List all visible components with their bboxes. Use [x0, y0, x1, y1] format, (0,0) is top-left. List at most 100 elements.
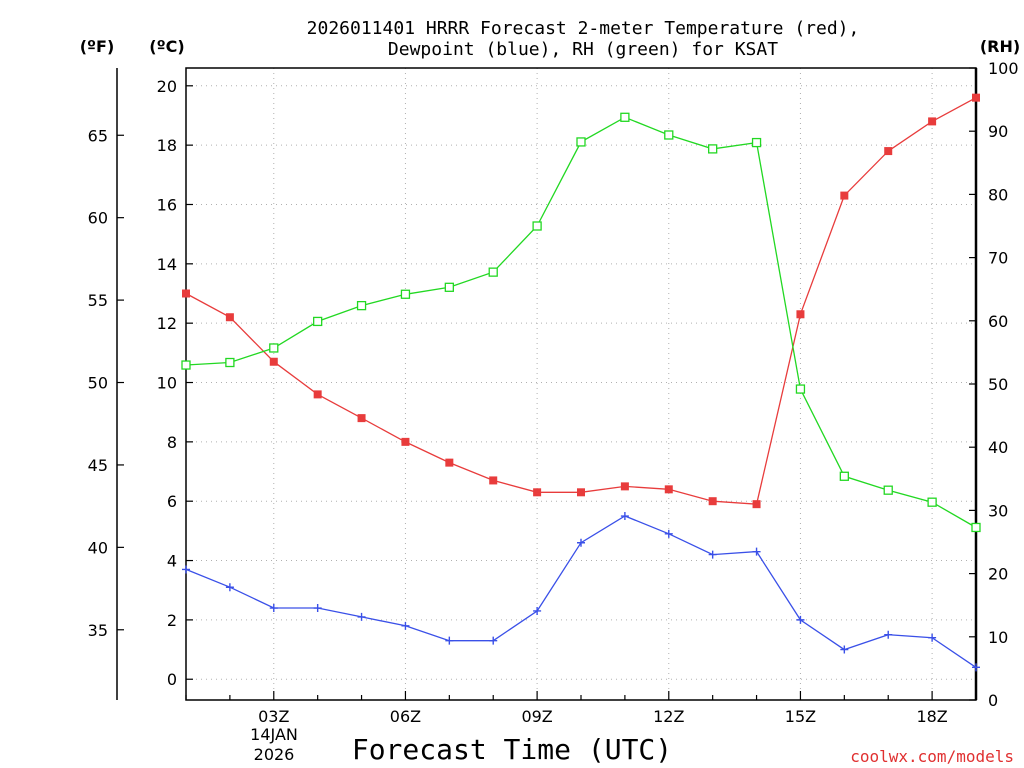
date-year-label: 2026	[254, 745, 295, 764]
data-point	[664, 529, 673, 538]
data-point	[927, 497, 937, 507]
data-point	[971, 522, 981, 533]
rh-unit-label: (RH)	[980, 37, 1020, 56]
fahrenheit-tick-label: 60	[88, 209, 108, 228]
data-point	[708, 550, 717, 559]
data-point	[577, 488, 585, 497]
fahrenheit-tick-label: 65	[88, 126, 108, 145]
data-point	[269, 604, 278, 613]
chart-title-line1: 2026011401 HRRR Forecast 2-meter Tempera…	[307, 18, 860, 39]
data-point	[664, 130, 674, 140]
data-point	[489, 636, 498, 645]
date-day-label: 14JAN	[250, 725, 298, 744]
x-tick-label: 03Z	[258, 707, 289, 726]
data-point	[795, 384, 806, 394]
celsius-tick-label: 12	[157, 314, 177, 333]
data-point	[884, 147, 893, 156]
celsius-tick-label: 18	[157, 136, 177, 155]
celsius-tick-label: 20	[157, 77, 177, 96]
data-point	[182, 565, 190, 574]
data-point	[356, 300, 367, 311]
data-point	[972, 93, 980, 102]
data-point	[664, 485, 673, 494]
rh-tick-label: 50	[988, 375, 1008, 394]
x-tick-label: 12Z	[653, 707, 684, 726]
fahrenheit-tick-label: 40	[88, 538, 108, 557]
data-point	[488, 267, 498, 277]
x-tick-label: 15Z	[785, 707, 816, 726]
data-point	[401, 437, 410, 446]
plot-area: 35 40 45 50 55 60 65 0 2 4 6 8 10 12 14 16 18 20 0 10 20 30 40…	[88, 59, 1019, 726]
data-point	[576, 137, 586, 147]
data-point	[839, 471, 849, 481]
data-point	[445, 458, 454, 467]
data-point	[796, 310, 805, 319]
data-point	[225, 357, 235, 368]
celsius-tick-label: 16	[157, 195, 177, 214]
data-point	[225, 583, 234, 592]
series-line	[185, 97, 977, 505]
data-point	[708, 144, 718, 154]
fahrenheit-tick-label: 45	[88, 456, 108, 475]
rh-tick-label: 30	[988, 501, 1008, 520]
fahrenheit-tick-label: 50	[88, 374, 108, 393]
rh-tick-label: 100	[988, 59, 1019, 78]
data-point	[751, 137, 762, 148]
rh-tick-label: 60	[988, 312, 1008, 331]
celsius-tick-label: 4	[167, 552, 177, 571]
rh-tick-label: 10	[988, 628, 1008, 647]
data-point	[489, 476, 498, 485]
data-point	[444, 282, 454, 292]
celsius-tick-label: 0	[167, 670, 177, 689]
data-point	[313, 316, 323, 327]
data-point	[840, 191, 849, 200]
data-point	[577, 538, 585, 547]
watermark-text: coolwx.com/models	[850, 747, 1014, 766]
data-point	[401, 621, 410, 630]
celsius-tick-label: 6	[167, 492, 177, 511]
x-axis-title: Forecast Time (UTC)	[352, 733, 672, 766]
x-tick-label: 06Z	[390, 707, 421, 726]
data-point	[445, 636, 454, 645]
data-point	[884, 630, 893, 639]
data-point	[532, 221, 542, 231]
data-point	[620, 512, 629, 521]
data-point	[840, 645, 849, 654]
data-point	[225, 313, 234, 322]
rh-tick-label: 70	[988, 249, 1008, 268]
data-point	[357, 414, 366, 423]
x-tick-label: 09Z	[521, 707, 552, 726]
series-line	[185, 116, 977, 529]
data-point	[928, 117, 937, 126]
celsius-tick-label: 10	[157, 374, 177, 393]
data-point	[269, 357, 278, 366]
data-point	[972, 663, 980, 672]
data-point	[620, 482, 629, 491]
rh-tick-label: 90	[988, 122, 1008, 141]
rh-tick-label: 20	[988, 565, 1008, 584]
chart-title-line2: Dewpoint (blue), RH (green) for KSAT	[388, 39, 778, 60]
data-point	[182, 289, 190, 298]
data-point	[928, 633, 937, 642]
data-point	[533, 488, 542, 497]
data-point	[181, 360, 191, 370]
data-point	[269, 343, 279, 353]
rh-tick-label: 80	[988, 185, 1008, 204]
data-point	[796, 615, 805, 624]
fahrenheit-unit-label: (ºF)	[80, 37, 115, 56]
data-point	[752, 500, 761, 509]
x-tick-label: 18Z	[916, 707, 947, 726]
celsius-tick-label: 14	[157, 255, 177, 274]
data-point	[313, 390, 322, 399]
data-point	[400, 289, 411, 299]
data-point	[708, 497, 717, 506]
data-point	[620, 112, 630, 122]
data-point	[357, 612, 366, 621]
fahrenheit-tick-label: 55	[88, 291, 108, 310]
fahrenheit-tick-label: 35	[88, 621, 108, 640]
data-point	[752, 547, 761, 556]
rh-tick-label: 40	[988, 438, 1008, 457]
series-line	[185, 515, 977, 668]
